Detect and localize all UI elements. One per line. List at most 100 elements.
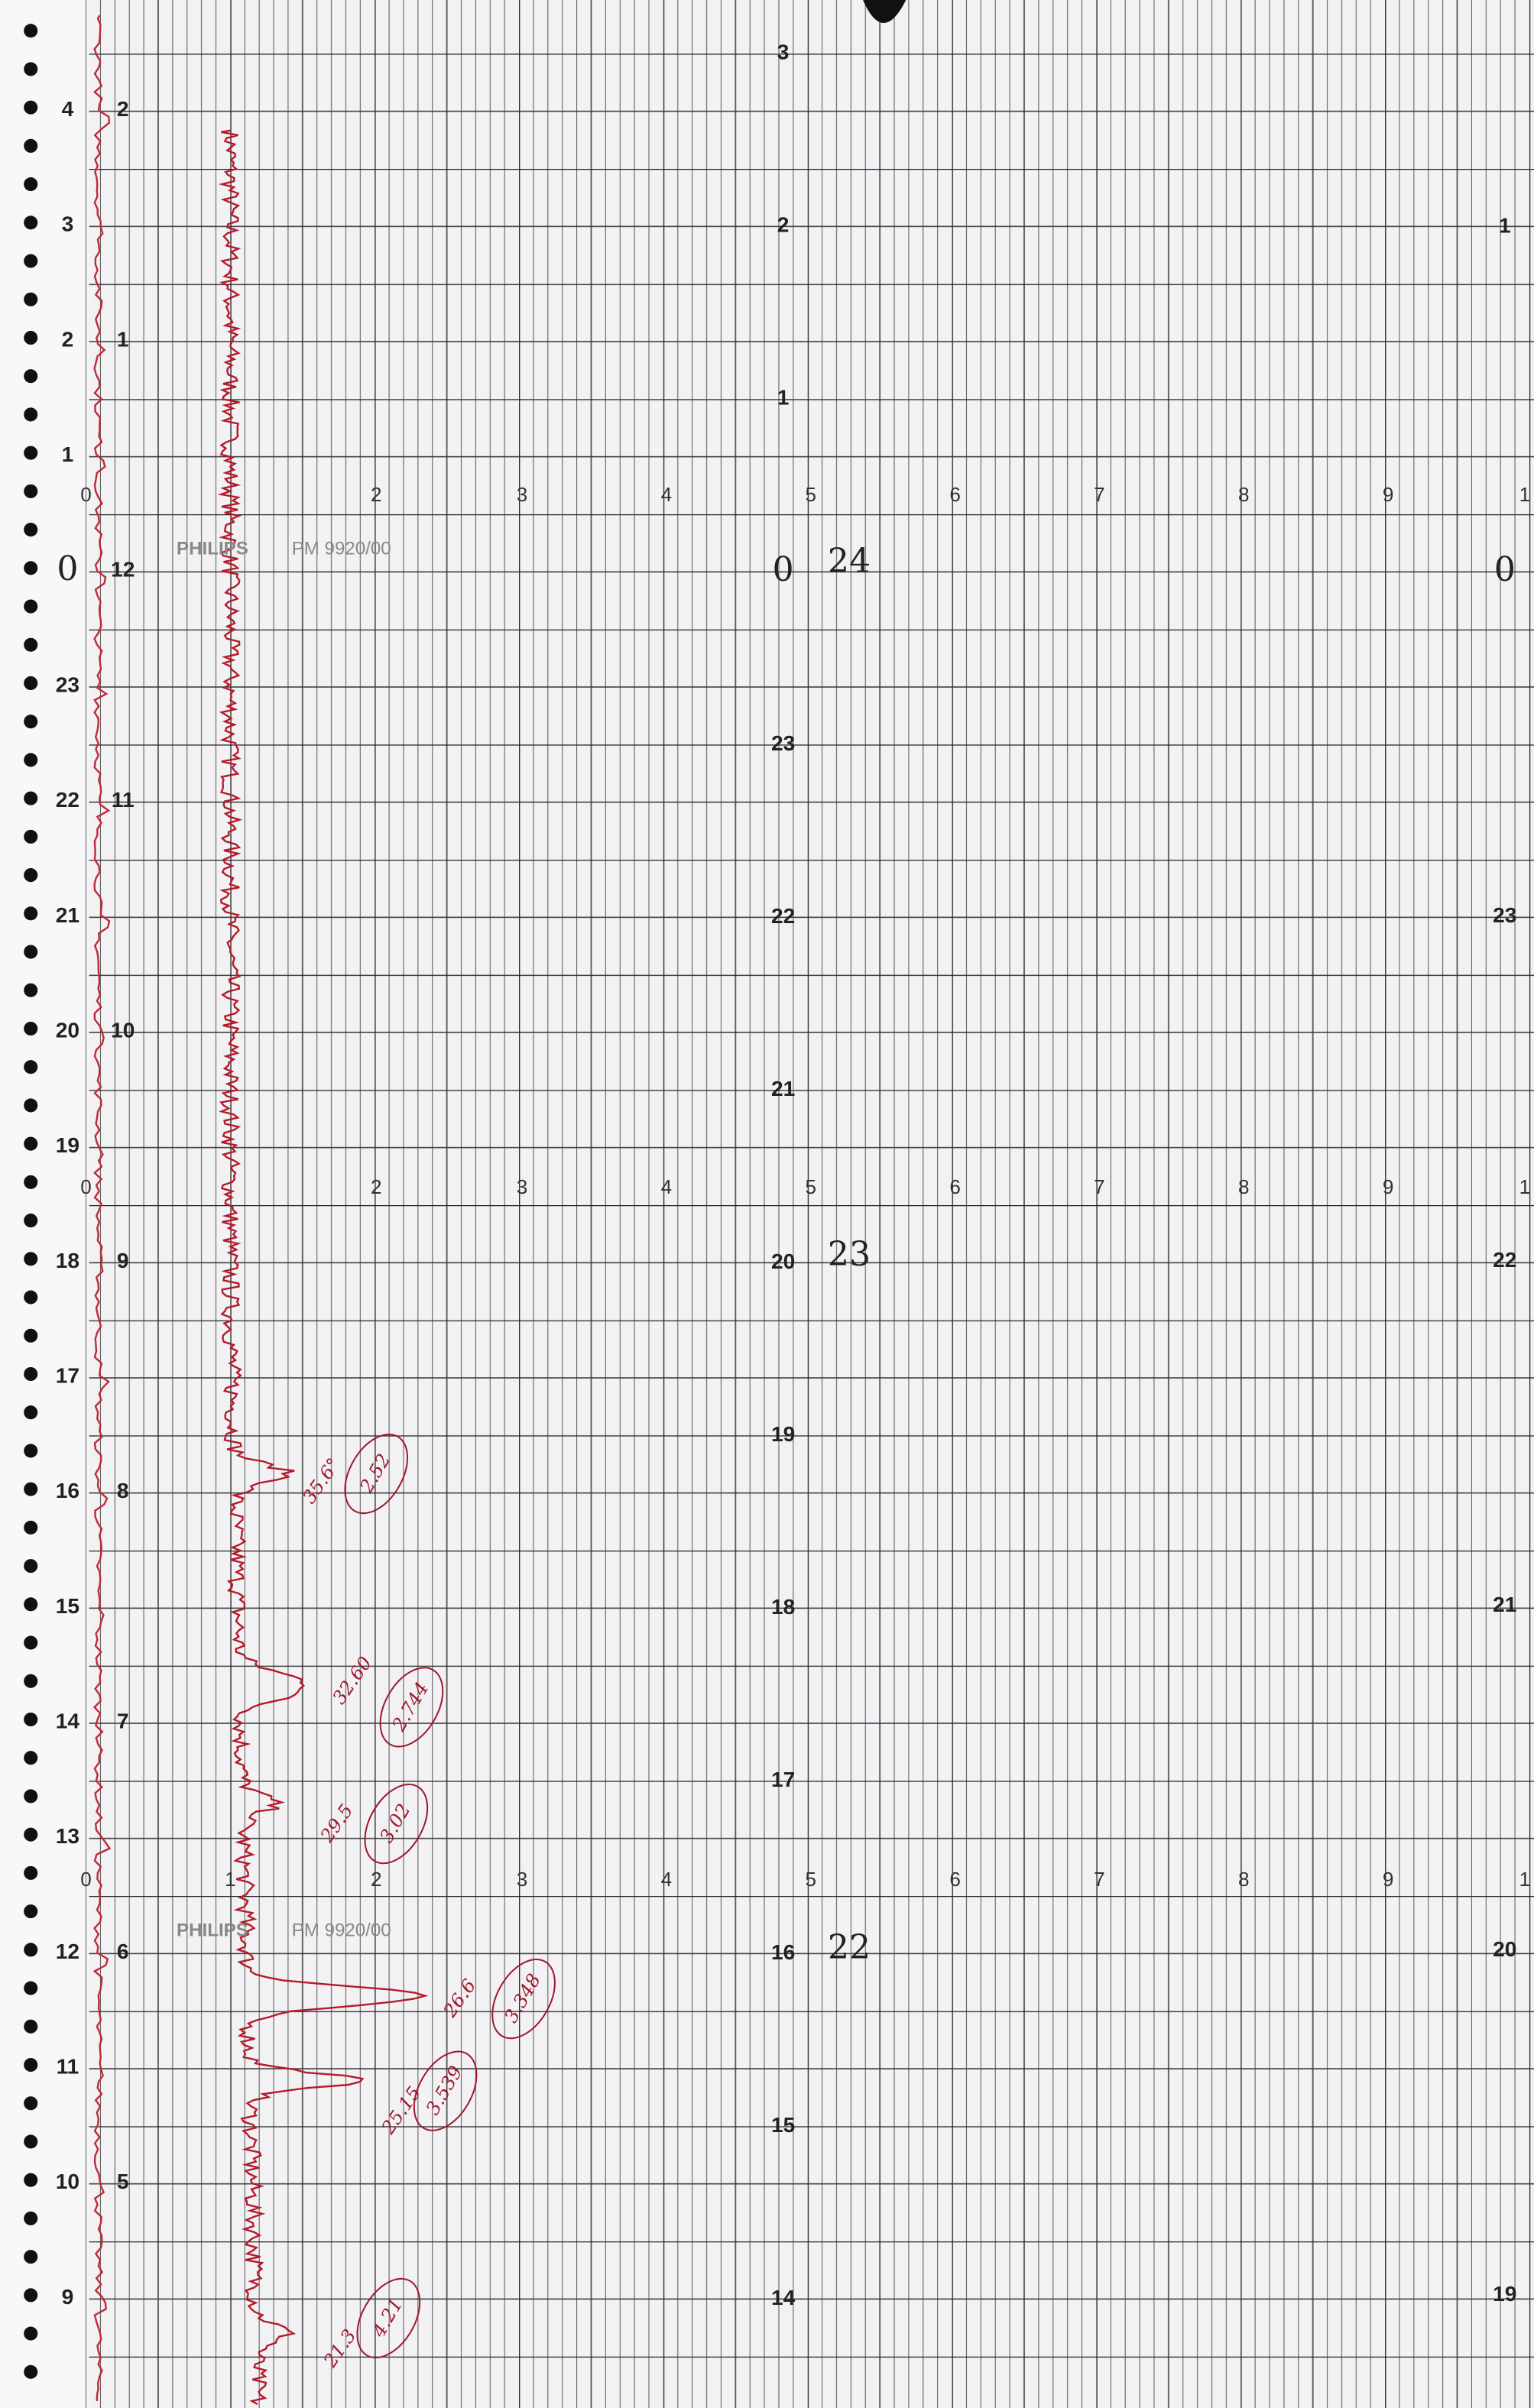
tear bbox=[863, 0, 906, 24]
hole bbox=[24, 369, 38, 384]
center-column-label: 2 bbox=[777, 213, 790, 237]
hole bbox=[24, 599, 38, 614]
scale-label: 6 bbox=[949, 483, 961, 506]
scale-label: 6 bbox=[949, 1175, 961, 1198]
scale-label: 5 bbox=[805, 1868, 816, 1891]
hole bbox=[24, 1444, 38, 1458]
hole bbox=[24, 484, 38, 498]
hole bbox=[24, 791, 38, 805]
hole bbox=[24, 138, 38, 153]
hole bbox=[24, 446, 38, 460]
left-column-label: 21 bbox=[56, 903, 79, 927]
marker-trace bbox=[92, 15, 112, 2401]
hole bbox=[24, 1098, 38, 1113]
annotation-circle bbox=[379, 1667, 444, 1748]
annotation-circle bbox=[356, 2277, 421, 2359]
hole bbox=[24, 24, 38, 38]
scale-label: 3 bbox=[517, 1175, 528, 1198]
second-column-label: 2 bbox=[117, 97, 129, 121]
hole bbox=[24, 2211, 38, 2225]
second-column-label: 9 bbox=[117, 1249, 129, 1272]
margin-strip bbox=[0, 0, 86, 2408]
hole bbox=[24, 330, 38, 345]
hole bbox=[24, 2364, 38, 2379]
hole bbox=[24, 1520, 38, 1535]
annotation-circle bbox=[344, 1433, 409, 1515]
hole bbox=[24, 292, 38, 306]
second-column-label: 6 bbox=[117, 1940, 129, 1963]
left-column-label: 23 bbox=[56, 672, 79, 696]
hole bbox=[24, 906, 38, 921]
right-column-label: 22 bbox=[1493, 1248, 1516, 1272]
hole bbox=[24, 2288, 38, 2303]
day-mark: 22 bbox=[828, 1928, 871, 1967]
brand-name: PHILIPS bbox=[177, 539, 248, 559]
day-mark: 23 bbox=[828, 1235, 871, 1274]
second-column-label: 11 bbox=[112, 788, 135, 812]
hole bbox=[24, 1060, 38, 1074]
center-column-label: 17 bbox=[771, 1768, 795, 1791]
hole bbox=[24, 1366, 38, 1382]
annotation-circle bbox=[491, 1958, 556, 2040]
hole bbox=[24, 1405, 38, 1420]
scale-label: 8 bbox=[1238, 1868, 1250, 1891]
hole bbox=[24, 829, 38, 844]
hole bbox=[24, 2250, 38, 2264]
hole bbox=[24, 1751, 38, 1765]
hole bbox=[24, 177, 38, 192]
hole bbox=[24, 561, 38, 575]
hole bbox=[24, 1136, 38, 1151]
center-column-label: 0 bbox=[773, 550, 794, 589]
right-column-label: 19 bbox=[1493, 2282, 1516, 2306]
hole bbox=[24, 1789, 38, 1804]
hole bbox=[24, 2057, 38, 2073]
center-column-label: 22 bbox=[771, 904, 795, 928]
scale-label: 2 bbox=[371, 1868, 382, 1891]
hole bbox=[24, 2096, 38, 2111]
left-column-label: 18 bbox=[56, 1249, 79, 1272]
right-column-label: 0 bbox=[1494, 550, 1516, 589]
scale-label: 7 bbox=[1094, 1175, 1105, 1198]
scale-label: 1 bbox=[1519, 1175, 1531, 1198]
hole bbox=[24, 1635, 38, 1650]
scale-label: 1 bbox=[1519, 1868, 1531, 1891]
hole bbox=[24, 1175, 38, 1189]
brand-name: PHILIPS bbox=[177, 1920, 248, 1941]
scale-label: 9 bbox=[1383, 483, 1394, 506]
scale-label: 5 bbox=[805, 1175, 816, 1198]
left-column-label: 17 bbox=[56, 1363, 79, 1387]
left-column-label: 14 bbox=[56, 1709, 80, 1732]
hole bbox=[24, 1328, 38, 1343]
hole bbox=[24, 62, 38, 76]
scale-label: 2 bbox=[371, 1175, 382, 1198]
center-column-label: 3 bbox=[777, 41, 790, 64]
scale-label: 9 bbox=[1383, 1175, 1394, 1198]
hole bbox=[24, 1981, 38, 1995]
left-column-label: 9 bbox=[62, 2285, 74, 2309]
left-column-label: 22 bbox=[56, 788, 79, 812]
scale-label: 3 bbox=[517, 483, 528, 506]
center-column-label: 20 bbox=[771, 1249, 795, 1273]
hole bbox=[24, 1021, 38, 1036]
right-column-label: 23 bbox=[1493, 903, 1516, 927]
center-column-label: 23 bbox=[771, 731, 795, 755]
hole bbox=[24, 216, 38, 230]
hole bbox=[24, 753, 38, 767]
second-column-label: 7 bbox=[117, 1709, 129, 1732]
hole bbox=[24, 254, 38, 268]
left-column-label: 4 bbox=[62, 97, 74, 121]
hole bbox=[24, 868, 38, 883]
scale-label: 7 bbox=[1094, 1868, 1105, 1891]
left-column-label: 10 bbox=[56, 2170, 79, 2193]
second-column-label: 5 bbox=[117, 2170, 129, 2193]
sprocket-holes bbox=[24, 24, 38, 2379]
hole bbox=[24, 523, 38, 537]
scale-label: 7 bbox=[1094, 483, 1105, 506]
hole bbox=[24, 1674, 38, 1688]
left-column-label: 13 bbox=[56, 1824, 79, 1848]
center-column-label: 14 bbox=[771, 2286, 796, 2309]
scale-label: 4 bbox=[661, 483, 673, 506]
scale-label: 1 bbox=[1519, 483, 1531, 506]
scale-label: 1 bbox=[225, 1868, 236, 1891]
